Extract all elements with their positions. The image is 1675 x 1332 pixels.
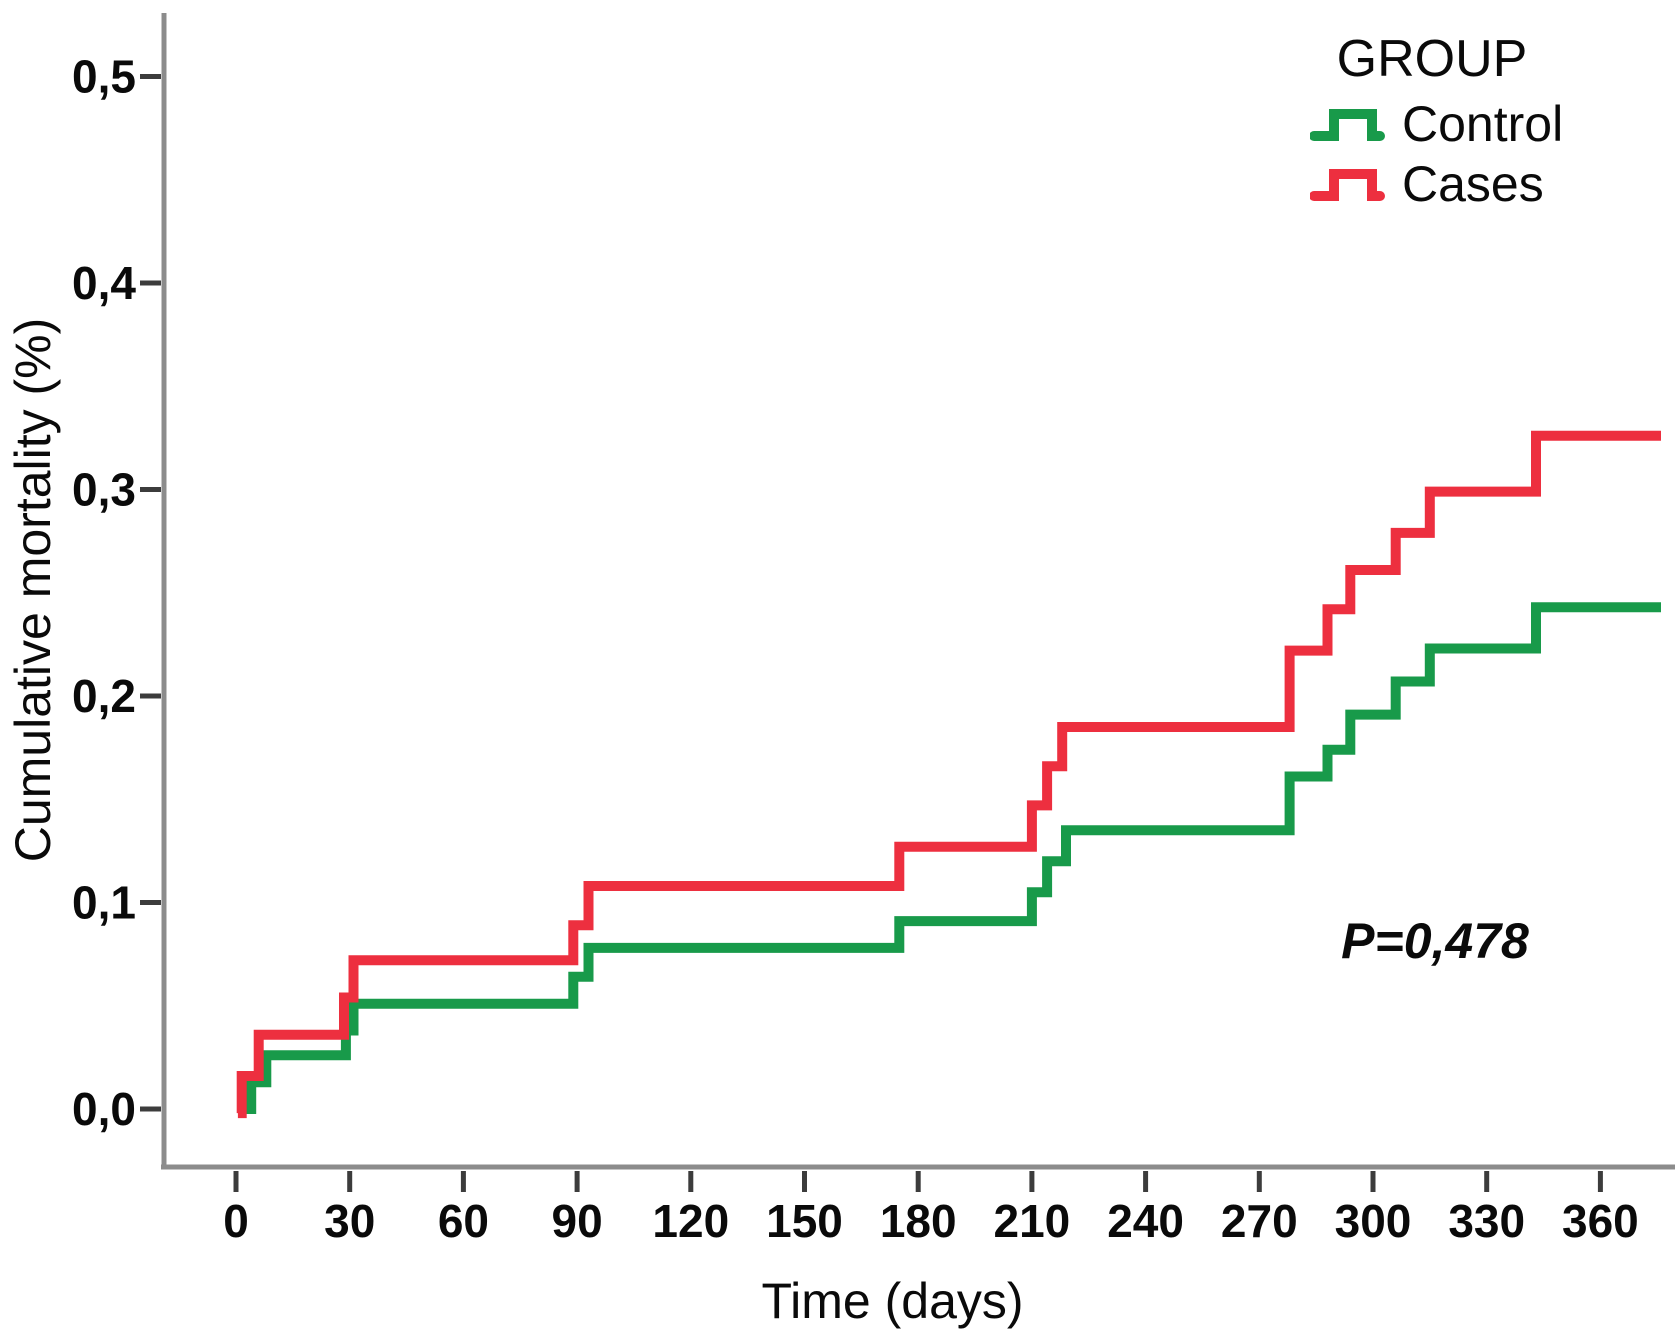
x-tick-label: 300 (1335, 1195, 1412, 1247)
series-control-line (245, 602, 1661, 1114)
x-tick-label: 30 (324, 1195, 375, 1247)
cases-step-icon (1310, 169, 1385, 201)
y-axis-title: Cumulative mortality (%) (5, 317, 61, 863)
series-cases-line (236, 430, 1661, 1119)
x-tick-label: 150 (766, 1195, 843, 1247)
y-tick-label: 0,5 (72, 51, 136, 103)
x-tick-label: 360 (1562, 1195, 1639, 1247)
x-tick-label: 120 (652, 1195, 729, 1247)
x-tick-label: 90 (552, 1195, 603, 1247)
control-step-icon (1310, 109, 1385, 141)
x-tick-label: 330 (1448, 1195, 1525, 1247)
legend: GROUP Control Cases (1282, 24, 1582, 214)
x-tick-label: 240 (1107, 1195, 1184, 1247)
y-tick-label: 0,0 (72, 1083, 136, 1135)
control-step-icon-path (1310, 109, 1385, 141)
y-tick-label: 0,3 (72, 464, 136, 516)
legend-item-control: Control (1310, 94, 1582, 154)
legend-title: GROUP (1336, 30, 1528, 88)
x-tick-label: 60 (438, 1195, 489, 1247)
cases-step-icon-path (1310, 169, 1385, 201)
x-tick-label: 180 (880, 1195, 957, 1247)
x-tick-label: 270 (1221, 1195, 1298, 1247)
y-tick-label: 0,4 (72, 257, 136, 309)
legend-label-control: Control (1402, 96, 1564, 152)
x-axis-title: Time (days) (761, 1273, 1024, 1329)
x-tick-label: 210 (994, 1195, 1071, 1247)
legend-label-cases: Cases (1402, 156, 1544, 212)
y-tick-label: 0,1 (72, 877, 136, 929)
legend-item-cases: Cases (1310, 154, 1582, 214)
y-tick-label: 0,2 (72, 670, 136, 722)
p-value-annotation: P=0,478 (1341, 913, 1529, 969)
x-tick-label: 0 (223, 1195, 249, 1247)
